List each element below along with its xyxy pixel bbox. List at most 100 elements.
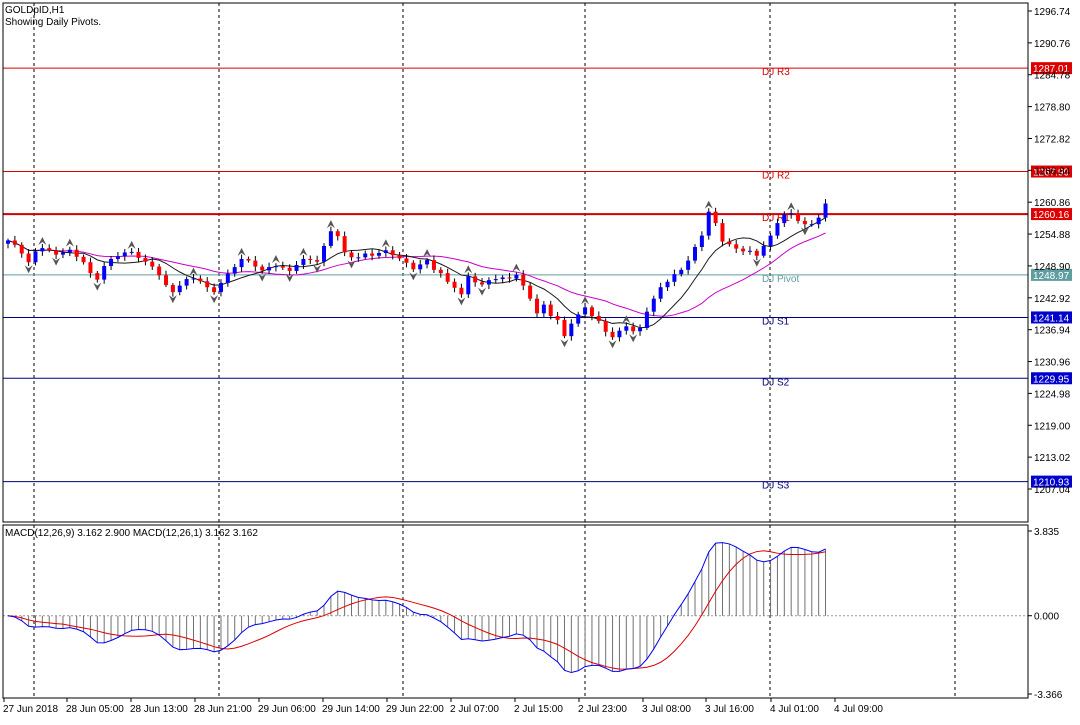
- candle-body: [397, 255, 402, 259]
- candle-body: [699, 235, 704, 248]
- candle-body: [349, 252, 354, 258]
- candle-body: [541, 304, 546, 314]
- candle-body: [170, 285, 175, 293]
- candle-body: [225, 273, 230, 283]
- candle-body: [431, 260, 436, 270]
- pivot-price-value: 1287.01: [1033, 64, 1070, 75]
- candle-body: [60, 252, 65, 255]
- candle-body: [143, 257, 148, 262]
- fractal-down-marker: [752, 258, 761, 267]
- candle-body: [260, 266, 265, 271]
- price-tick-label: 1236.94: [1034, 326, 1071, 337]
- candle-body: [686, 260, 691, 270]
- candle-body: [631, 326, 636, 332]
- candle-body: [129, 251, 134, 253]
- candle-body: [596, 316, 601, 321]
- fractal-up-marker: [189, 267, 198, 276]
- candle-body: [253, 260, 258, 267]
- pivot-price-value: 1248.97: [1033, 271, 1070, 282]
- candle-body: [775, 223, 780, 236]
- fractal-down-marker: [285, 273, 294, 282]
- fractal-down-marker: [347, 260, 356, 269]
- candle-body: [823, 203, 828, 218]
- price-tick-label: 1290.76: [1034, 39, 1071, 50]
- candle-body: [658, 287, 663, 299]
- candle-body: [122, 252, 127, 257]
- pivot-label-s1: DJ S1: [762, 316, 790, 327]
- time-axis: 27 Jun 2018 28 Jun 05:00 28 Jun 13:00 28 Ju…: [3, 698, 883, 715]
- candle-body: [713, 211, 718, 224]
- fractal-up-marker: [271, 254, 280, 263]
- candle-body: [665, 281, 670, 288]
- macd-tick-label: 3.835: [1034, 527, 1059, 538]
- fractal-down-marker: [168, 295, 177, 304]
- candle-body: [644, 311, 649, 328]
- candle-body: [232, 267, 237, 274]
- time-label: 27 Jun 2018: [3, 704, 58, 715]
- candle-body: [576, 314, 581, 324]
- price-tick-label: 1213.02: [1034, 453, 1071, 464]
- pivot-price-badge: [1031, 62, 1072, 75]
- candle-body: [81, 256, 86, 263]
- candle-body: [603, 320, 608, 332]
- candle-body: [672, 274, 677, 282]
- time-label: 29 Jun 06:00: [258, 704, 316, 715]
- candle-body: [500, 277, 505, 280]
- fractal-up-marker: [581, 296, 590, 305]
- candle-body: [67, 249, 72, 253]
- candle-body: [6, 240, 10, 244]
- candle-body: [404, 258, 409, 263]
- fractal-up-marker: [127, 240, 136, 249]
- candle-body: [411, 262, 416, 270]
- macd-indicator: 3.835 0.000 -3.366: [3, 527, 1063, 701]
- candle-body: [191, 278, 196, 280]
- fractal-down-marker: [457, 297, 466, 306]
- fractal-down-marker: [258, 273, 267, 282]
- price-tick-label: 1266.84: [1034, 166, 1071, 177]
- price-tick-label: 1248.90: [1034, 262, 1071, 273]
- pivot-price-badge: [1031, 475, 1072, 488]
- candle-body: [198, 278, 203, 282]
- candle-body: [280, 266, 285, 268]
- candle-body: [589, 307, 594, 317]
- chart-subtitle: Showing Daily Pivots.: [5, 17, 101, 28]
- fractal-down-marker: [800, 227, 809, 236]
- candle-body: [816, 217, 821, 225]
- time-label: 29 Jun 22:00: [386, 704, 444, 715]
- main-pane-border: [2, 2, 1029, 523]
- time-label: 2 Jul 23:00: [578, 704, 627, 715]
- candle-body: [335, 231, 340, 237]
- candle-body: [383, 250, 388, 253]
- candle-body: [706, 211, 711, 236]
- fractal-up-marker: [381, 239, 390, 248]
- price-tick-label: 1242.92: [1034, 294, 1071, 305]
- pivot-label-pivot: DJ Pivot: [762, 274, 799, 285]
- candle-body: [164, 275, 169, 286]
- candle-body: [212, 287, 217, 293]
- candle-body: [363, 253, 368, 258]
- price-tick-label: 1219.00: [1034, 421, 1071, 432]
- candle-body: [376, 252, 381, 256]
- price-tick-label: 1254.88: [1034, 230, 1071, 241]
- candle-body: [693, 247, 697, 261]
- pivot-price-value: 1241.14: [1033, 313, 1070, 324]
- candle-body: [548, 304, 553, 317]
- candle-body: [356, 257, 361, 259]
- candle-body: [480, 282, 485, 285]
- candle-body: [26, 253, 31, 263]
- candle-body: [273, 266, 278, 268]
- fractal-up-marker: [326, 220, 335, 229]
- candle-body: [624, 326, 629, 331]
- candle-body: [19, 244, 24, 254]
- pivot-price-badge: [1031, 372, 1072, 385]
- candle-body: [741, 248, 746, 252]
- fractal-down-marker: [24, 265, 33, 274]
- candle-body: [459, 287, 464, 295]
- pivot-price-value: 1229.95: [1033, 374, 1070, 385]
- candle-body: [294, 264, 299, 271]
- candle-body: [583, 307, 588, 315]
- price-tick-label: 1230.96: [1034, 358, 1071, 369]
